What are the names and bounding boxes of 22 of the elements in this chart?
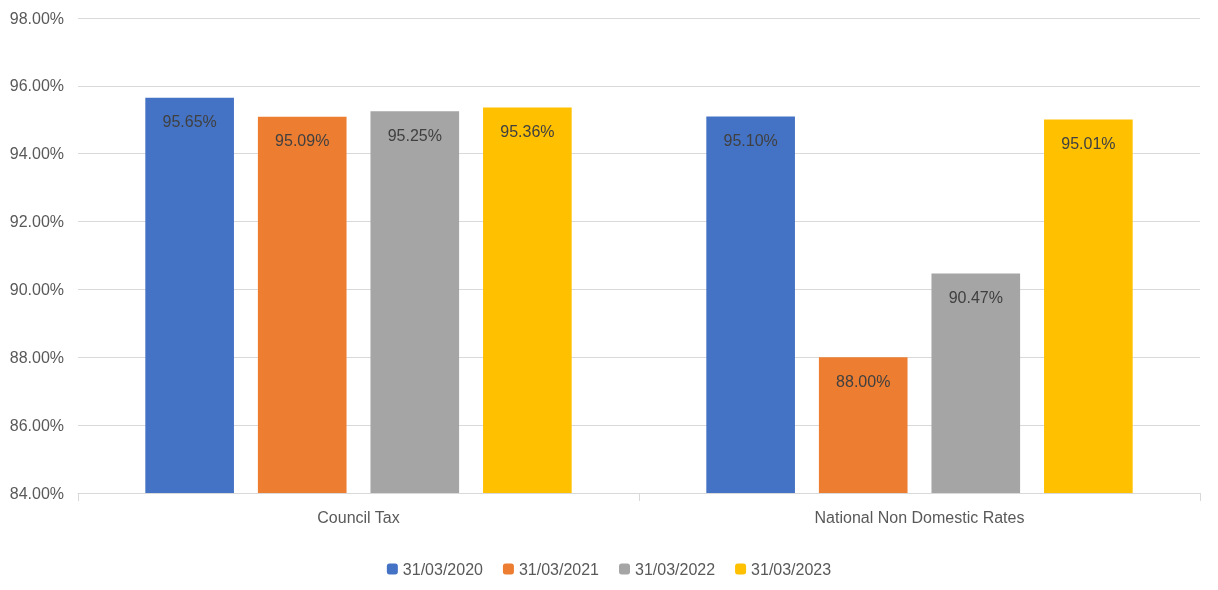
data-label: 95.09% — [275, 132, 330, 150]
legend-label: 31/03/2020 — [402, 560, 484, 578]
y-tick-label: 94.00% — [9, 145, 64, 163]
data-label: 95.10% — [723, 131, 778, 149]
y-tick-label: 88.00% — [9, 348, 64, 366]
y-tick-label: 90.00% — [9, 280, 64, 298]
data-label: 95.25% — [387, 126, 442, 144]
legend-label: 31/03/2021 — [518, 560, 600, 578]
data-label: 95.36% — [500, 123, 555, 141]
y-tick-label: 96.00% — [9, 77, 64, 95]
legend-label: 31/03/2023 — [751, 560, 832, 578]
x-tick-label: Council Tax — [317, 508, 400, 526]
y-tick-label: 98.00% — [9, 9, 64, 27]
data-label: 88.00% — [836, 372, 891, 390]
x-tick-label: National Non Domestic Rates — [814, 508, 1025, 526]
y-tick-label: 86.00% — [9, 416, 64, 434]
legend-label: 31/03/2022 — [635, 560, 716, 578]
y-tick-label: 92.00% — [9, 213, 64, 231]
y-tick-label: 84.00% — [9, 484, 64, 502]
data-label: 95.01% — [1061, 134, 1116, 152]
data-label: 95.65% — [162, 113, 217, 131]
data-label: 90.47% — [948, 288, 1003, 306]
